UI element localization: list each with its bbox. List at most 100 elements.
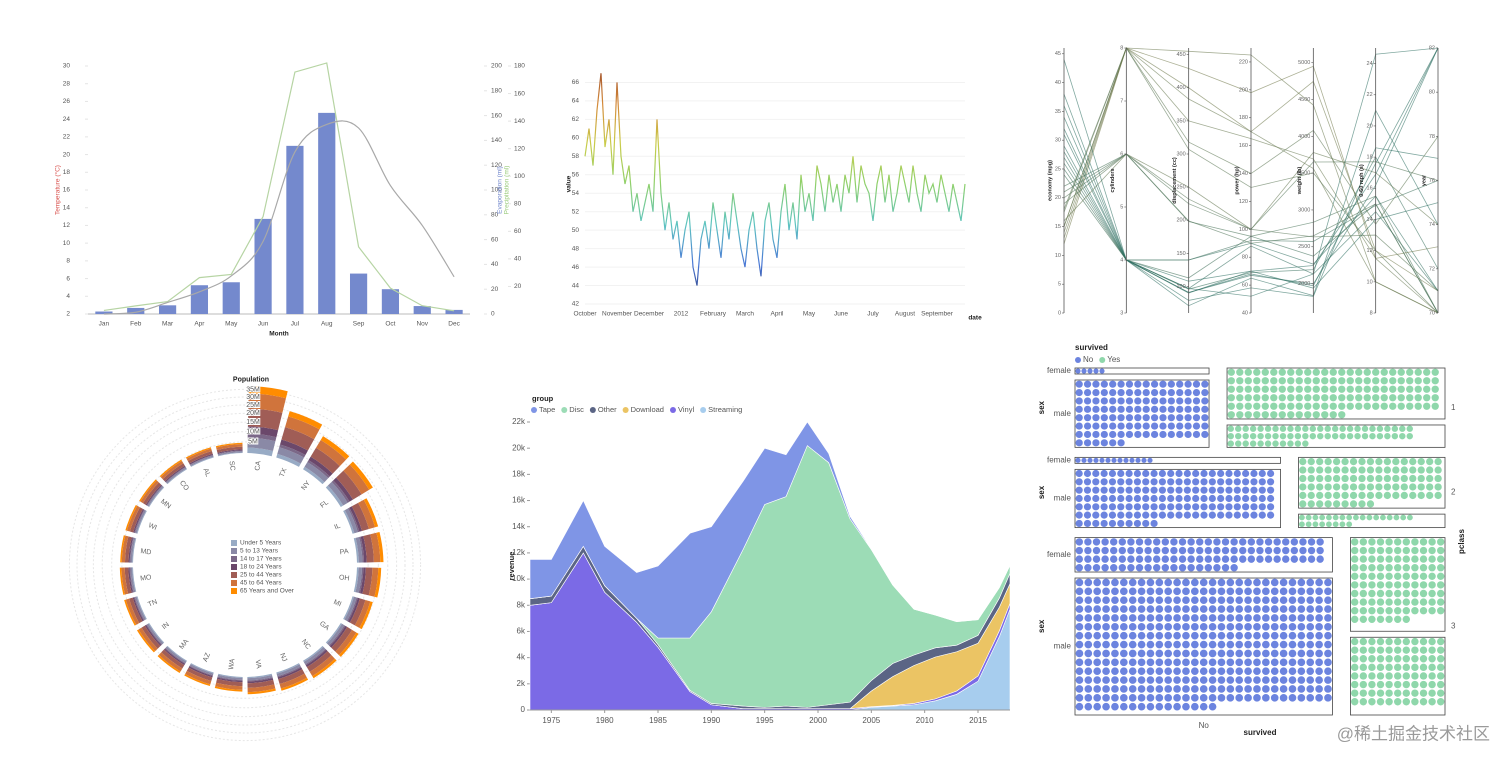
bar-segment [187, 451, 213, 464]
dot [1167, 405, 1175, 413]
dot [1409, 466, 1417, 474]
dot [1351, 581, 1359, 589]
dot [1137, 667, 1146, 676]
dot [1411, 589, 1419, 598]
dot [1267, 503, 1275, 511]
dot [1247, 555, 1256, 563]
dot [1155, 605, 1164, 613]
bar-segment [349, 506, 363, 532]
cell [1226, 367, 1446, 420]
dot [1137, 676, 1146, 684]
bar [413, 306, 431, 314]
dot [1137, 702, 1146, 711]
y-tick-label: 4k [517, 653, 526, 662]
dot [1402, 581, 1411, 589]
dot [1235, 685, 1244, 693]
dot [1431, 385, 1439, 393]
dot [1239, 555, 1247, 563]
dot [1217, 667, 1226, 676]
dot [1235, 425, 1242, 432]
y-tick-label: 4 [66, 293, 70, 300]
y-tick-label: 42 [572, 301, 580, 308]
dot [1368, 564, 1376, 572]
dot [1359, 598, 1368, 606]
dot [1419, 655, 1428, 663]
dot [1249, 425, 1257, 432]
bar-segment [132, 538, 137, 563]
dot [1391, 425, 1399, 432]
dot [1164, 685, 1173, 693]
dot [1208, 623, 1217, 631]
dot [1075, 538, 1083, 546]
bar-segment [335, 629, 357, 656]
dot [1167, 494, 1175, 503]
bar-segment [144, 624, 162, 647]
bar-segment [247, 447, 274, 457]
dot [1244, 578, 1252, 587]
dot [1173, 676, 1181, 684]
bar-segment [312, 658, 337, 679]
dot [1329, 385, 1337, 393]
dot [1437, 698, 1445, 706]
dot [1302, 425, 1309, 432]
dot [1093, 640, 1102, 649]
dot [1383, 491, 1392, 500]
dot [1380, 402, 1388, 410]
dot [1120, 587, 1128, 596]
bar-segment [145, 484, 163, 506]
grid-circle [121, 441, 369, 689]
dot [1250, 511, 1258, 519]
dot [1385, 637, 1393, 646]
dot [1204, 546, 1213, 555]
dot [1250, 503, 1258, 511]
dot [1394, 589, 1402, 598]
bar-segment [248, 393, 286, 413]
bar-segment [247, 426, 279, 438]
dot [1253, 411, 1261, 419]
dot [1182, 587, 1190, 596]
dot [1288, 605, 1297, 613]
dot [1217, 605, 1226, 613]
y-tick-label: 40 [491, 261, 499, 268]
dot [1359, 538, 1368, 546]
dot [1208, 494, 1216, 503]
dot [1315, 587, 1323, 596]
dot [1428, 589, 1436, 598]
bar-segment [338, 632, 359, 657]
bar-segment [217, 677, 243, 683]
bar-segment [277, 666, 302, 678]
dot [1235, 640, 1244, 649]
dot [1142, 388, 1150, 397]
axis-tick-label: 220 [1239, 59, 1248, 65]
dot [1235, 694, 1244, 702]
bar-segment [368, 567, 379, 597]
row-axis-label: pclass [1457, 528, 1466, 553]
dot [1394, 698, 1402, 706]
dot [1366, 500, 1375, 508]
dot [1226, 676, 1235, 684]
dot [1316, 546, 1324, 555]
dot [1270, 658, 1279, 667]
dot [1316, 538, 1324, 546]
dot [1120, 676, 1128, 684]
dot [1146, 596, 1155, 605]
dot [1419, 672, 1428, 680]
dot [1419, 598, 1428, 606]
dot [1111, 578, 1119, 587]
dot [1192, 405, 1201, 413]
axis-label: economy (mpg) [1047, 160, 1053, 201]
dot [1100, 439, 1108, 447]
bar-segment [134, 596, 147, 621]
dot [1173, 649, 1181, 658]
dot [1142, 469, 1150, 478]
dot [1199, 596, 1208, 605]
dot [1167, 478, 1175, 486]
y-tick-label: 8 [66, 258, 70, 265]
axis-tick-label: 3000 [1298, 207, 1310, 213]
dot [1262, 631, 1270, 640]
bar-segment [247, 677, 273, 682]
axis-tick-label: 200 [1176, 218, 1185, 224]
axis-tick-label: 5 [1058, 282, 1061, 288]
dot [1158, 478, 1166, 486]
dot [1128, 649, 1137, 658]
